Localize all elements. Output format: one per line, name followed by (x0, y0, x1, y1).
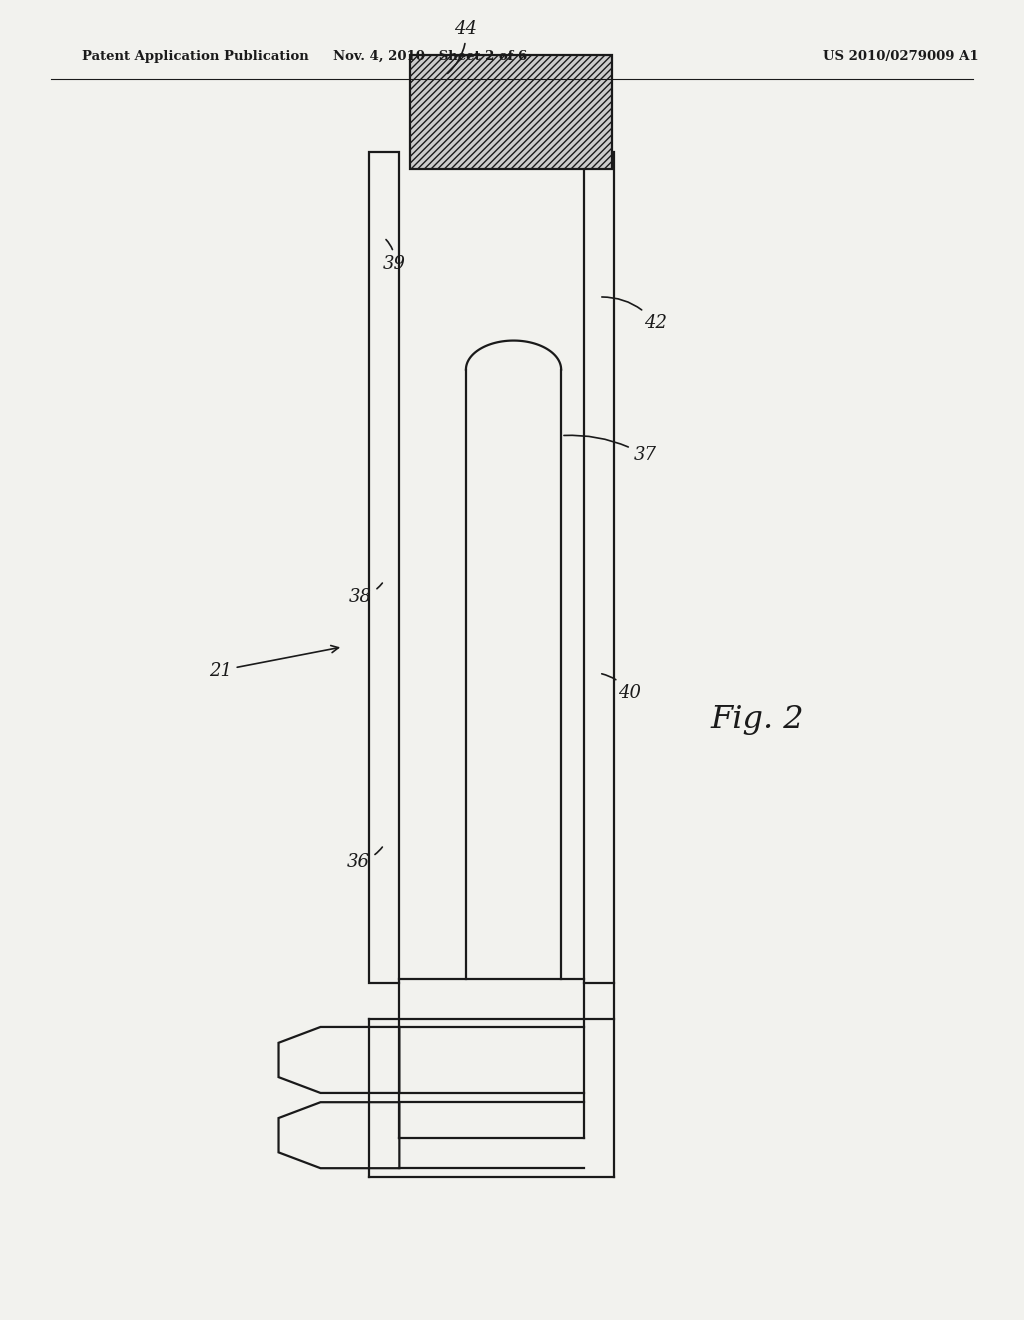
Text: Patent Application Publication: Patent Application Publication (82, 50, 308, 63)
Text: 44: 44 (447, 20, 477, 74)
Text: 40: 40 (602, 673, 641, 702)
Text: 38: 38 (349, 583, 382, 606)
Bar (410, 55, 612, 169)
Text: US 2010/0279009 A1: US 2010/0279009 A1 (823, 50, 979, 63)
Text: 36: 36 (347, 847, 382, 871)
Text: Nov. 4, 2010   Sheet 2 of 6: Nov. 4, 2010 Sheet 2 of 6 (333, 50, 527, 63)
Text: Fig. 2: Fig. 2 (711, 704, 805, 735)
Text: 21: 21 (209, 645, 339, 680)
Text: 42: 42 (602, 297, 667, 333)
Text: 37: 37 (564, 436, 656, 465)
Text: 39: 39 (383, 239, 406, 273)
